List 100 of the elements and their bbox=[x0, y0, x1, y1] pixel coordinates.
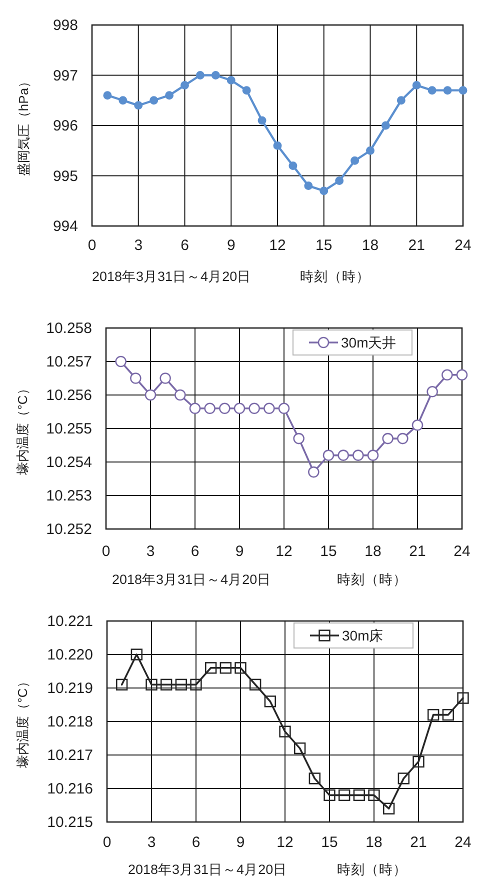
y-tick-label: 10.218 bbox=[47, 714, 93, 730]
x-tick-label: 6 bbox=[190, 543, 200, 560]
point bbox=[293, 432, 304, 444]
y-tick-label: 10.253 bbox=[46, 488, 92, 504]
legend-label: 30m床 bbox=[342, 628, 384, 644]
point bbox=[338, 450, 349, 461]
point bbox=[396, 96, 406, 105]
point bbox=[249, 678, 262, 690]
point bbox=[308, 466, 320, 478]
point bbox=[412, 756, 424, 768]
point bbox=[442, 708, 454, 721]
point bbox=[118, 96, 128, 105]
point bbox=[442, 369, 453, 381]
x-tick-label: 18 bbox=[366, 834, 382, 851]
point bbox=[322, 450, 334, 461]
point bbox=[103, 91, 112, 100]
point bbox=[428, 86, 436, 95]
y-tick-label: 10.258 bbox=[46, 320, 92, 337]
point bbox=[338, 789, 350, 802]
y-tick-label: 10.215 bbox=[47, 814, 93, 831]
x-axis-title: 時刻（時） bbox=[300, 269, 370, 284]
y-tick-label: 10.257 bbox=[46, 354, 92, 370]
point bbox=[308, 772, 321, 784]
x-tick-label: 21 bbox=[410, 834, 427, 851]
text: 2018年3月31日～4月20日 bbox=[128, 862, 288, 877]
x-tick-label: 6 bbox=[180, 237, 189, 254]
y-tick-label: 994 bbox=[52, 218, 78, 235]
point bbox=[382, 802, 395, 814]
point bbox=[352, 450, 364, 461]
x-tick-label: 18 bbox=[362, 237, 379, 254]
point bbox=[116, 678, 128, 690]
point bbox=[412, 81, 421, 90]
point bbox=[427, 708, 440, 721]
y-tick-label: 998 bbox=[52, 17, 78, 34]
point bbox=[353, 789, 366, 802]
y-tick-label: 996 bbox=[52, 118, 78, 134]
y-tick-label: 10.221 bbox=[47, 613, 93, 630]
point bbox=[335, 176, 344, 186]
point bbox=[211, 71, 220, 80]
x-tick-label: 3 bbox=[146, 543, 155, 560]
x-tick-label: 0 bbox=[102, 543, 110, 560]
point bbox=[160, 372, 171, 384]
x-tick-label: 18 bbox=[364, 543, 382, 560]
point bbox=[381, 121, 390, 130]
y-tick-label: 10.217 bbox=[47, 747, 93, 764]
point bbox=[174, 389, 186, 401]
text: 2018年3月31日～4月20日 bbox=[112, 572, 272, 587]
point bbox=[196, 71, 204, 80]
point bbox=[115, 356, 126, 368]
point bbox=[350, 156, 360, 165]
legend-label: 30m天井 bbox=[341, 334, 396, 350]
point bbox=[220, 662, 232, 674]
x-tick-label: 9 bbox=[226, 237, 236, 254]
point bbox=[146, 678, 158, 690]
point bbox=[382, 432, 394, 444]
point bbox=[248, 402, 260, 414]
y-tick-label: 995 bbox=[52, 168, 78, 185]
point bbox=[294, 742, 306, 754]
x-tick-label: 9 bbox=[235, 543, 244, 560]
point bbox=[258, 116, 266, 125]
point bbox=[458, 86, 468, 95]
legend: 30m床 bbox=[294, 622, 414, 648]
point bbox=[279, 726, 291, 738]
x-tick-label: 0 bbox=[102, 834, 112, 851]
point bbox=[175, 678, 188, 690]
point bbox=[219, 402, 230, 414]
point bbox=[226, 76, 236, 85]
point bbox=[242, 86, 251, 95]
y-tick-label: 10.252 bbox=[46, 521, 92, 538]
point bbox=[264, 696, 276, 708]
x-tick-label: 24 bbox=[454, 237, 472, 254]
x-tick-label: 15 bbox=[321, 834, 338, 851]
y-tick-label: 10.216 bbox=[47, 780, 93, 798]
point bbox=[426, 386, 438, 398]
point bbox=[398, 772, 410, 784]
point bbox=[234, 402, 246, 414]
point bbox=[165, 91, 174, 100]
y-axis-title: 壕内温度（°C） bbox=[15, 382, 30, 476]
point bbox=[304, 182, 313, 190]
point bbox=[234, 662, 246, 674]
x-tick-label: 6 bbox=[192, 834, 200, 851]
x-tick-label: 21 bbox=[408, 237, 425, 254]
y-tick-label: 10.219 bbox=[47, 680, 93, 697]
y-tick-label: 10.220 bbox=[47, 646, 93, 664]
y-tick-label: 10.256 bbox=[46, 387, 92, 404]
point bbox=[190, 678, 202, 690]
point bbox=[273, 141, 282, 150]
x-tick-label: 3 bbox=[134, 237, 143, 254]
point bbox=[366, 146, 374, 155]
y-tick-label: 10.255 bbox=[46, 420, 92, 438]
point bbox=[160, 678, 172, 690]
point bbox=[189, 402, 201, 414]
x-tick-label: 12 bbox=[276, 543, 292, 560]
y-axis-title: 壕内温度（°C） bbox=[15, 675, 30, 769]
x-tick-label: 21 bbox=[409, 543, 426, 560]
point bbox=[130, 648, 143, 660]
x-tick-label: 9 bbox=[236, 834, 245, 851]
x-tick-label: 12 bbox=[276, 834, 294, 851]
point bbox=[134, 101, 143, 110]
point bbox=[204, 402, 216, 414]
